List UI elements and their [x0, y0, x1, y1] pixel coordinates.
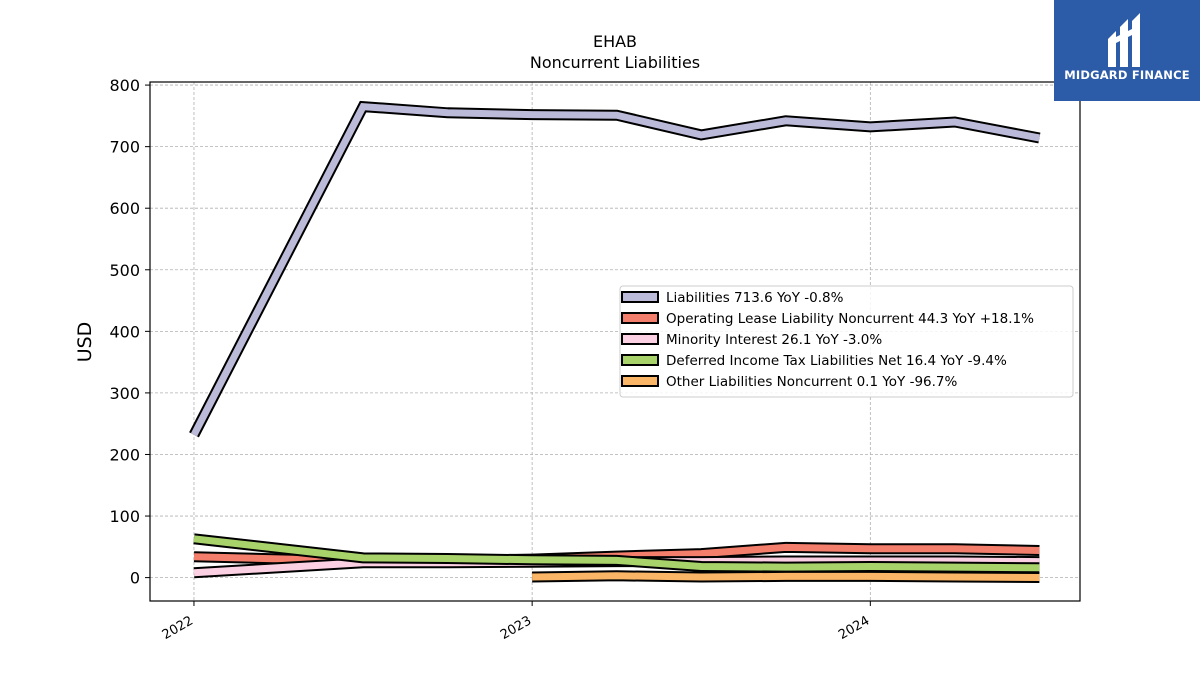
series-line [532, 570, 1040, 583]
x-tick-label: 2022 [160, 613, 196, 643]
series-layer [189, 100, 1041, 583]
y-tick-label: 600 [109, 199, 140, 218]
legend-entry: Minority Interest 26.1 YoY -3.0% [666, 332, 882, 348]
series-line-fill [193, 535, 1040, 572]
legend-entry: Liabilities 713.6 YoY -0.8% [666, 290, 844, 306]
ticks-layer: 0 100 200 300 400 500 600 700 800 2022 2023 2024 [109, 76, 872, 643]
legend-box [619, 285, 1074, 398]
logo-mark-icon [1108, 13, 1140, 67]
chart-title: EHAB [593, 32, 637, 51]
y-tick-label: 400 [109, 322, 140, 341]
legend: Liabilities 713.6 YoY -0.8% Operating Lea… [619, 285, 1074, 398]
series-line [193, 533, 1040, 574]
legend-swatch [621, 375, 659, 387]
x-tick-label: 2023 [498, 613, 534, 643]
chart-subtitle: Noncurrent Liabilities [530, 53, 700, 72]
y-tick-label: 200 [109, 445, 140, 464]
legend-entry: Other Liabilities Noncurrent 0.1 YoY -96… [666, 374, 958, 390]
y-tick-label: 700 [109, 138, 140, 157]
legend-entry: Operating Lease Liability Noncurrent 44.… [666, 311, 1034, 327]
y-tick-label: 100 [109, 507, 140, 526]
y-tick-label: 500 [109, 261, 140, 280]
series-line-fill [190, 102, 1041, 437]
legend-entry: Deferred Income Tax Liabilities Net 16.4… [666, 353, 1007, 369]
y-tick-label: 800 [109, 76, 140, 95]
y-axis-label: USD [74, 322, 96, 363]
legend-swatch [621, 312, 659, 324]
brand-logo: MIDGARD FINANCE [1054, 0, 1200, 101]
legend-swatch [621, 354, 659, 366]
logo-text: MIDGARD FINANCE [1064, 68, 1190, 82]
y-tick-label: 0 [130, 569, 140, 588]
series-line-fill [532, 572, 1040, 581]
series-line [189, 100, 1041, 438]
plot-frame [149, 81, 1081, 602]
x-tick-label: 2024 [836, 613, 872, 643]
legend-swatch [621, 291, 659, 303]
legend-swatch [621, 333, 659, 345]
y-tick-label: 300 [109, 384, 140, 403]
